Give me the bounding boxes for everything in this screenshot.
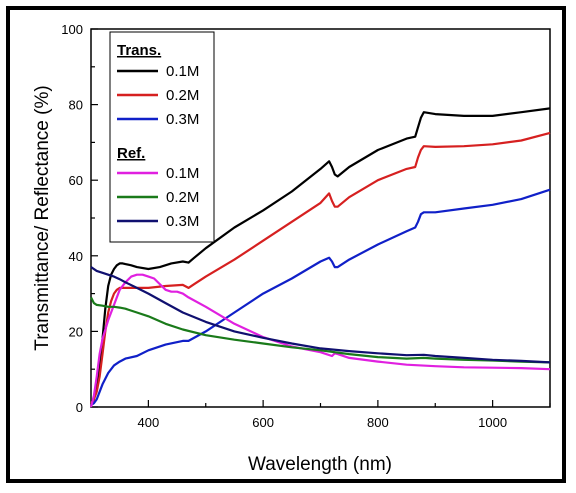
legend-label: 0.2M: [166, 189, 199, 206]
legend-label: 0.1M: [166, 63, 199, 80]
y-tick-label: 0: [76, 400, 83, 415]
x-tick-label: 1000: [478, 415, 507, 430]
series-line-r-03m: [90, 266, 551, 364]
axis-ticks: 400 600 800 1000 0 20 40 60 80 100: [61, 22, 551, 430]
y-axis-title: Transmittance/ Reflectance (%): [32, 85, 53, 350]
legend-label: 0.3M: [166, 213, 199, 230]
y-tick-label: 100: [61, 22, 83, 37]
legend-group-title: Trans.: [117, 42, 161, 59]
y-tick-label: 80: [69, 98, 83, 113]
legend-group-title: Ref.: [117, 145, 145, 162]
y-tick-label: 60: [69, 173, 83, 188]
series-lines: [89, 107, 551, 408]
x-axis-title: Wavelength (nm): [248, 454, 392, 475]
y-tick-label: 40: [69, 249, 83, 264]
legend-group-ref: 0.1M 0.2M 0.3M: [117, 165, 199, 230]
y-tick-label: 20: [69, 324, 83, 339]
series-line-r-01m: [89, 273, 551, 408]
x-tick-label: 400: [138, 415, 160, 430]
legend-label: 0.2M: [166, 87, 199, 104]
x-tick-label: 800: [367, 415, 389, 430]
legend-label: 0.1M: [166, 165, 199, 182]
series-line-t-03m: [90, 188, 551, 407]
legend-group-trans: 0.1M 0.2M 0.3M: [117, 63, 199, 128]
series-line-r-02m: [90, 296, 551, 364]
legend: Trans. 0.1M 0.2M 0.3M Ref. 0.1M 0.2M 0.3M: [109, 31, 215, 243]
chart-frame: [6, 6, 566, 483]
legend-box: [109, 31, 215, 243]
x-tick-label: 600: [252, 415, 274, 430]
legend-label: 0.3M: [166, 111, 199, 128]
